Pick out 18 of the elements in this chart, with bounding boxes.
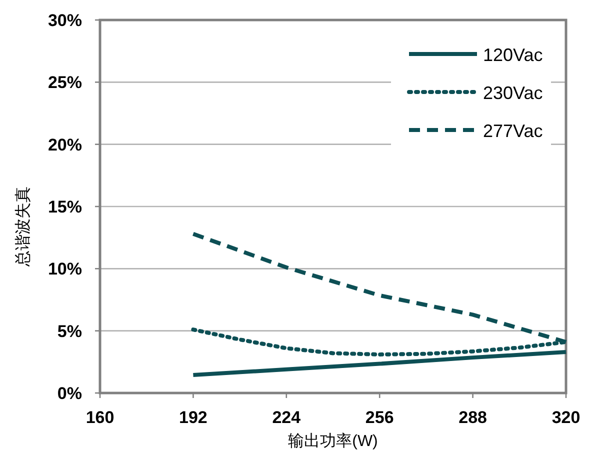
y-tick-label: 0% (57, 384, 82, 403)
y-tick-label: 10% (48, 260, 82, 279)
legend-label: 230Vac (483, 83, 543, 103)
y-tick-label: 30% (48, 11, 82, 30)
legend-label: 277Vac (483, 121, 543, 141)
x-tick-label: 256 (365, 408, 394, 427)
legend-label: 120Vac (483, 45, 543, 65)
y-tick-label: 5% (57, 322, 82, 341)
x-tick-label: 192 (179, 408, 208, 427)
x-axis-title: 输出功率(W) (288, 432, 378, 450)
y-axis-title: 总谐波失真 (14, 186, 32, 268)
x-tick-label: 160 (86, 408, 114, 427)
y-tick-label: 15% (48, 198, 82, 216)
x-tick-label: 224 (272, 408, 302, 427)
y-tick-label: 20% (48, 135, 82, 154)
x-tick-label: 288 (458, 408, 487, 427)
x-tick-label: 320 (552, 408, 580, 427)
y-tick-label: 25% (48, 73, 82, 92)
